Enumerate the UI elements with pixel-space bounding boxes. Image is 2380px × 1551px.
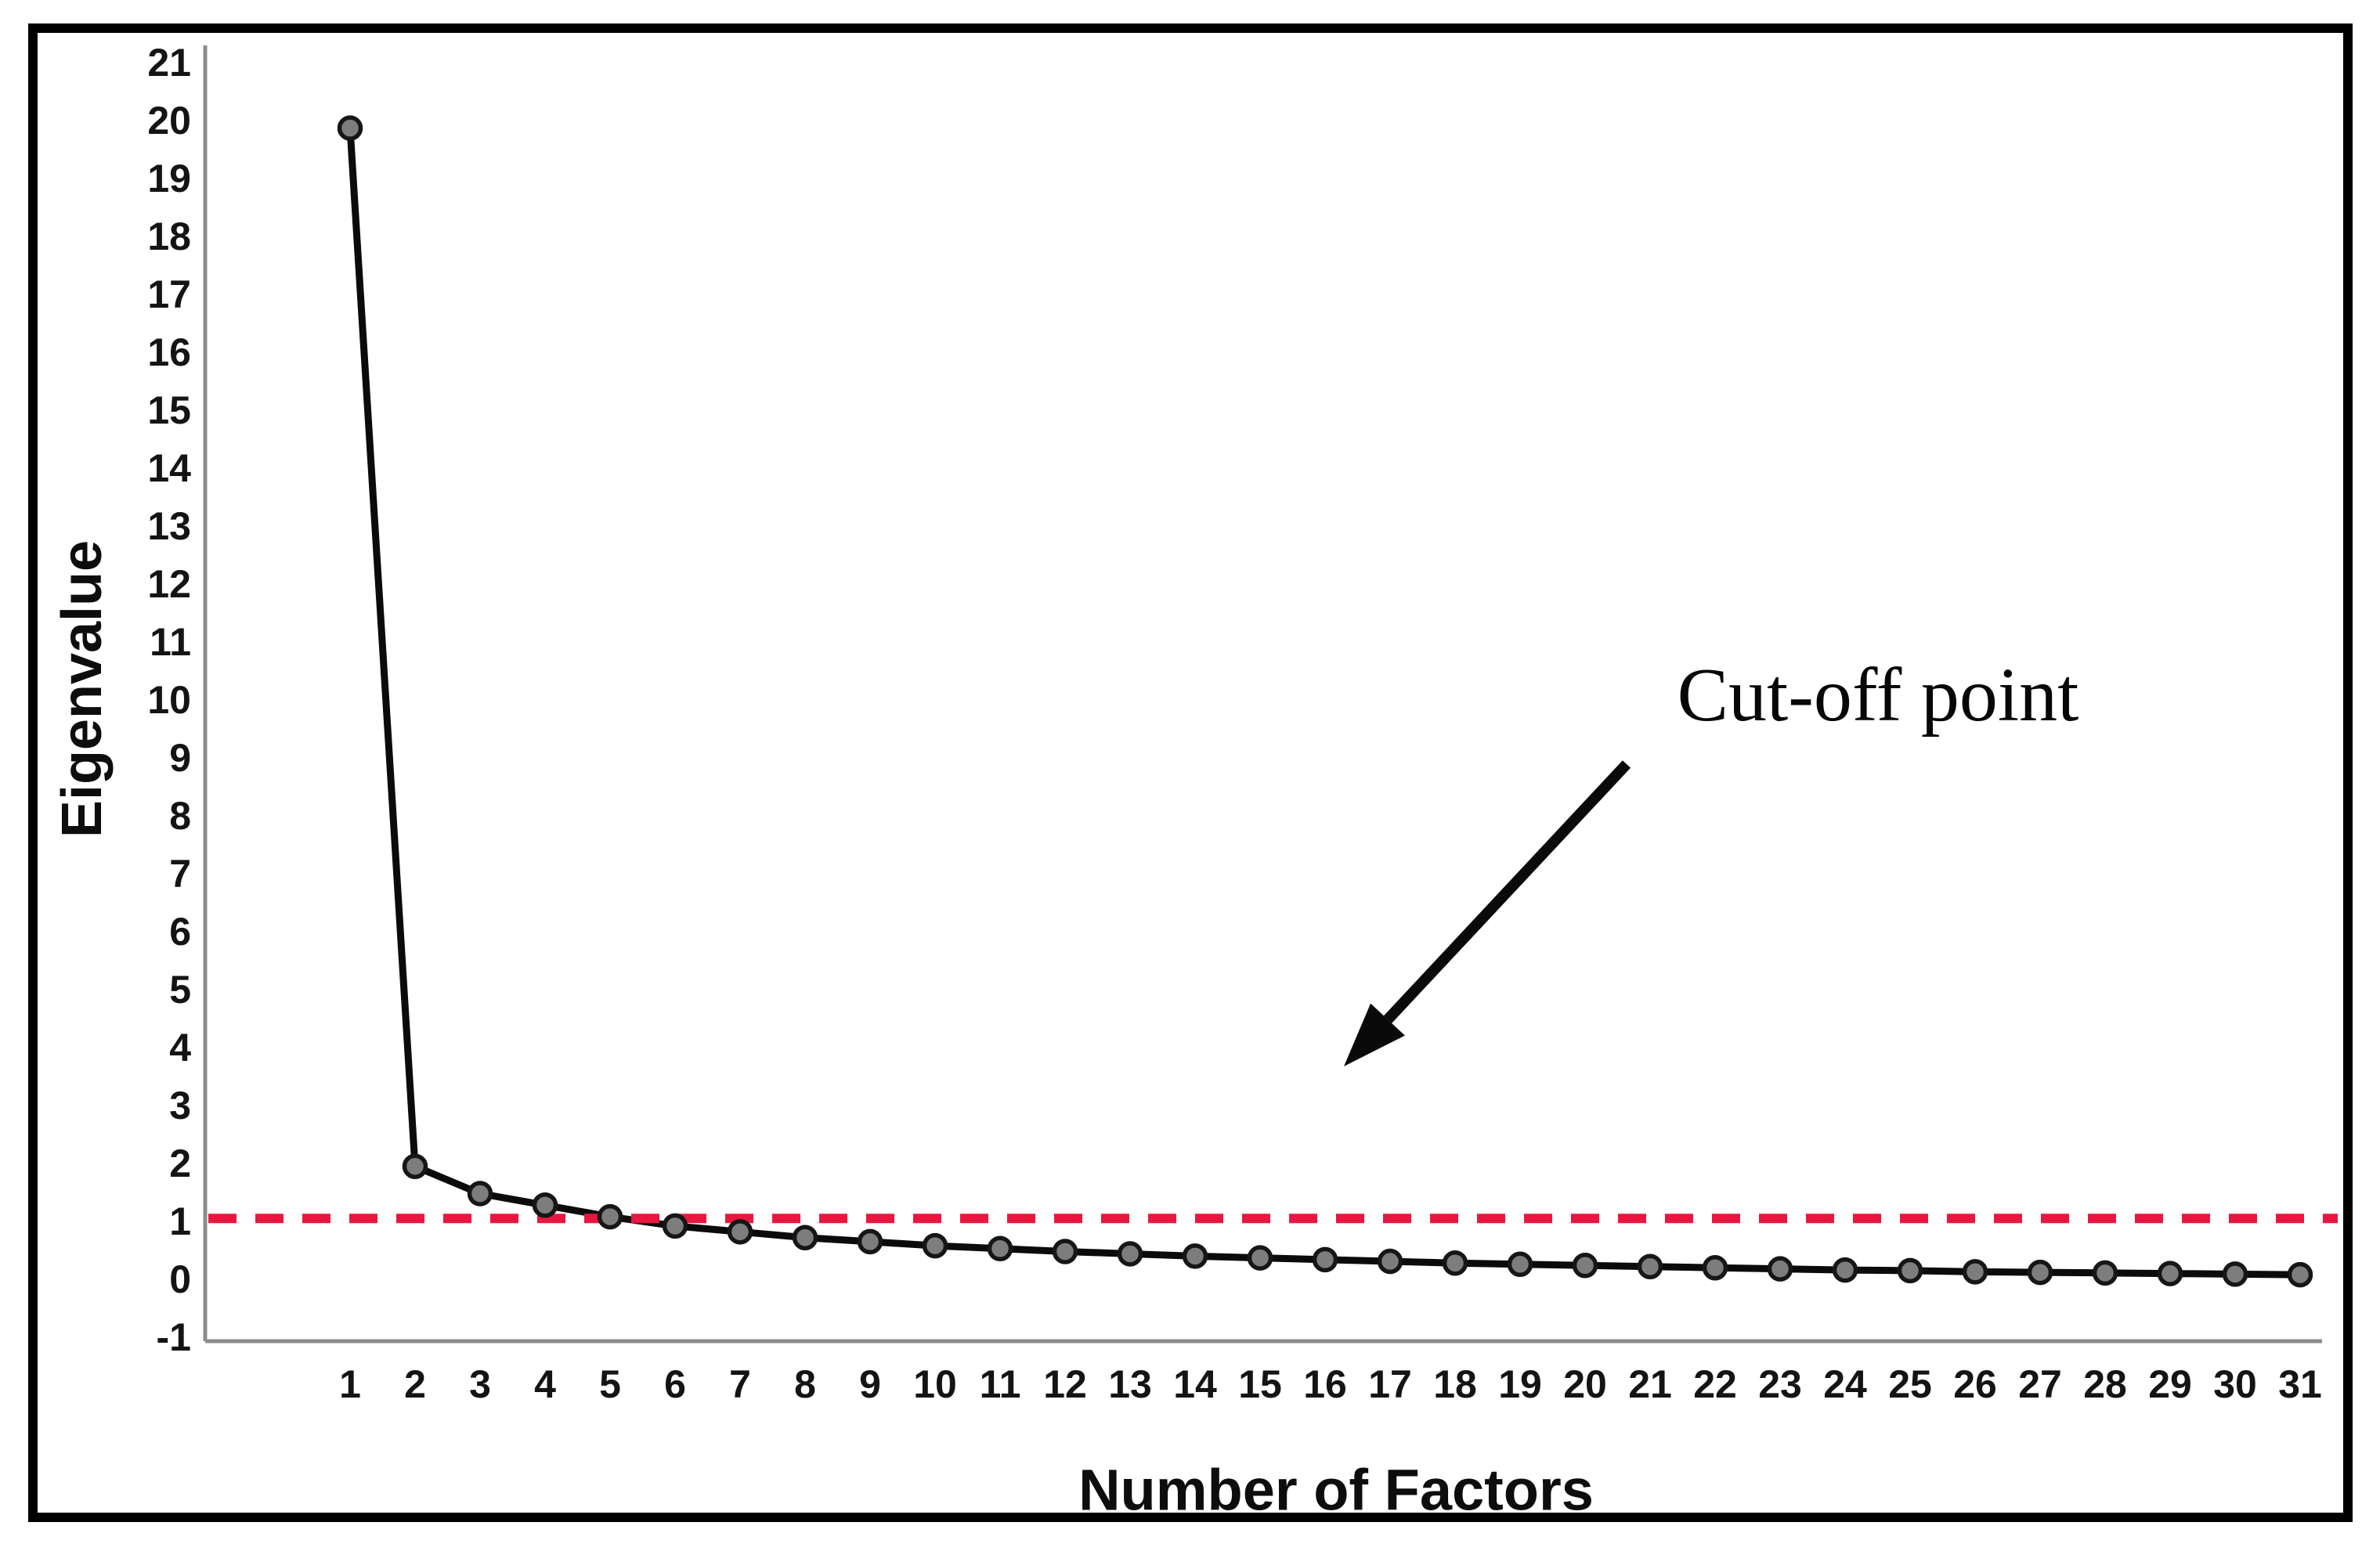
x-tick-label: 27: [2018, 1362, 2062, 1406]
y-tick-label: 11: [150, 620, 191, 664]
annotation-arrow-shaft: [1383, 760, 1631, 1023]
y-tick-label: 19: [147, 157, 191, 200]
x-tick-label: 18: [1433, 1362, 1477, 1406]
data-point-marker: [2222, 1261, 2248, 1287]
data-point-marker: [467, 1181, 493, 1207]
data-point-marker: [1442, 1250, 1468, 1276]
data-point-marker: [1572, 1252, 1598, 1279]
data-point-marker: [1962, 1259, 1988, 1285]
data-point-marker: [597, 1203, 623, 1230]
x-tick-label: 30: [2213, 1362, 2257, 1406]
y-tick-label: 14: [147, 446, 191, 490]
y-tick-label: 21: [147, 41, 191, 85]
x-tick-label: 1: [339, 1362, 361, 1406]
figure-frame: [28, 23, 2353, 1522]
x-axis-title: Number of Factors: [1078, 1457, 1594, 1523]
data-point-marker: [402, 1153, 428, 1179]
data-point-marker: [532, 1192, 558, 1218]
y-tick-label: 13: [147, 504, 191, 548]
y-tick-label: 9: [169, 736, 191, 780]
x-tick-label: 6: [664, 1362, 686, 1406]
x-tick-label: 24: [1823, 1362, 1867, 1406]
data-point-marker: [1767, 1256, 1793, 1282]
x-tick-label: 12: [1043, 1362, 1087, 1406]
y-tick-label: 0: [169, 1257, 191, 1301]
x-tick-label: 13: [1108, 1362, 1152, 1406]
x-tick-label: 4: [534, 1362, 556, 1406]
y-tick-label: 20: [147, 99, 191, 142]
data-point-marker: [1052, 1239, 1078, 1264]
data-point-marker: [1702, 1254, 1728, 1281]
x-tick-label: 3: [469, 1362, 491, 1406]
cutoff-annotation-label: Cut-off point: [1677, 653, 2079, 738]
x-tick-label: 9: [859, 1362, 881, 1406]
x-tick-label: 10: [913, 1362, 957, 1406]
x-tick-label: 21: [1628, 1362, 1672, 1406]
data-point-marker: [1117, 1241, 1143, 1267]
y-tick-label: 3: [169, 1084, 191, 1127]
y-tick-label: 18: [147, 215, 191, 258]
y-tick-label: -1: [156, 1315, 191, 1359]
x-tick-label: 29: [2148, 1362, 2192, 1406]
data-point-marker: [1897, 1257, 1923, 1284]
x-tick-label: 17: [1368, 1362, 1412, 1406]
x-tick-label: 25: [1888, 1362, 1932, 1406]
x-tick-label: 22: [1693, 1362, 1737, 1406]
y-tick-label: 4: [169, 1026, 191, 1069]
x-tick-label: 26: [1953, 1362, 1997, 1406]
data-point-marker: [727, 1219, 753, 1245]
data-point-marker: [987, 1235, 1013, 1262]
y-axis-title: Eigenvalue: [51, 539, 114, 839]
data-point-marker: [2027, 1259, 2053, 1286]
y-tick-label: 1: [169, 1199, 191, 1243]
data-point-marker: [2157, 1261, 2183, 1286]
x-tick-label: 16: [1303, 1362, 1347, 1406]
x-tick-label: 15: [1238, 1362, 1282, 1406]
y-tick-label: 17: [147, 272, 191, 316]
y-tick-label: 8: [169, 794, 191, 838]
y-tick-label: 10: [147, 678, 191, 722]
x-tick-label: 31: [2278, 1362, 2322, 1406]
data-point-marker: [792, 1225, 818, 1250]
data-point-marker: [857, 1228, 883, 1255]
data-point-marker: [662, 1213, 688, 1239]
data-point-marker: [2287, 1261, 2313, 1288]
data-point-marker: [1507, 1251, 1533, 1278]
data-point-marker: [1182, 1243, 1208, 1269]
y-tick-label: 6: [169, 910, 191, 954]
x-tick-label: 14: [1173, 1362, 1217, 1406]
y-tick-label: 7: [169, 852, 191, 896]
data-point-marker: [1377, 1248, 1403, 1275]
x-tick-label: 19: [1498, 1362, 1542, 1406]
data-point-marker: [2092, 1260, 2118, 1286]
annotation-arrow-head: [1344, 1003, 1405, 1066]
x-tick-label: 28: [2083, 1362, 2127, 1406]
data-point-marker: [1247, 1245, 1273, 1271]
x-tick-label: 7: [729, 1362, 751, 1406]
data-point-marker: [1832, 1257, 1858, 1283]
y-tick-label: 15: [147, 388, 191, 432]
y-tick-label: 12: [147, 562, 191, 606]
y-tick-label: 16: [147, 330, 191, 374]
data-point-marker: [1637, 1253, 1663, 1279]
data-point-marker: [1312, 1246, 1338, 1273]
x-tick-label: 5: [599, 1362, 621, 1406]
x-tick-label: 23: [1758, 1362, 1802, 1406]
y-tick-label: 2: [169, 1142, 191, 1185]
data-point-marker: [922, 1232, 948, 1259]
data-point-marker: [337, 115, 363, 141]
x-tick-label: 11: [979, 1362, 1021, 1406]
x-tick-label: 2: [404, 1362, 426, 1406]
x-tick-label: 20: [1563, 1362, 1607, 1406]
y-tick-label: 5: [169, 968, 191, 1012]
x-tick-label: 8: [794, 1362, 816, 1406]
